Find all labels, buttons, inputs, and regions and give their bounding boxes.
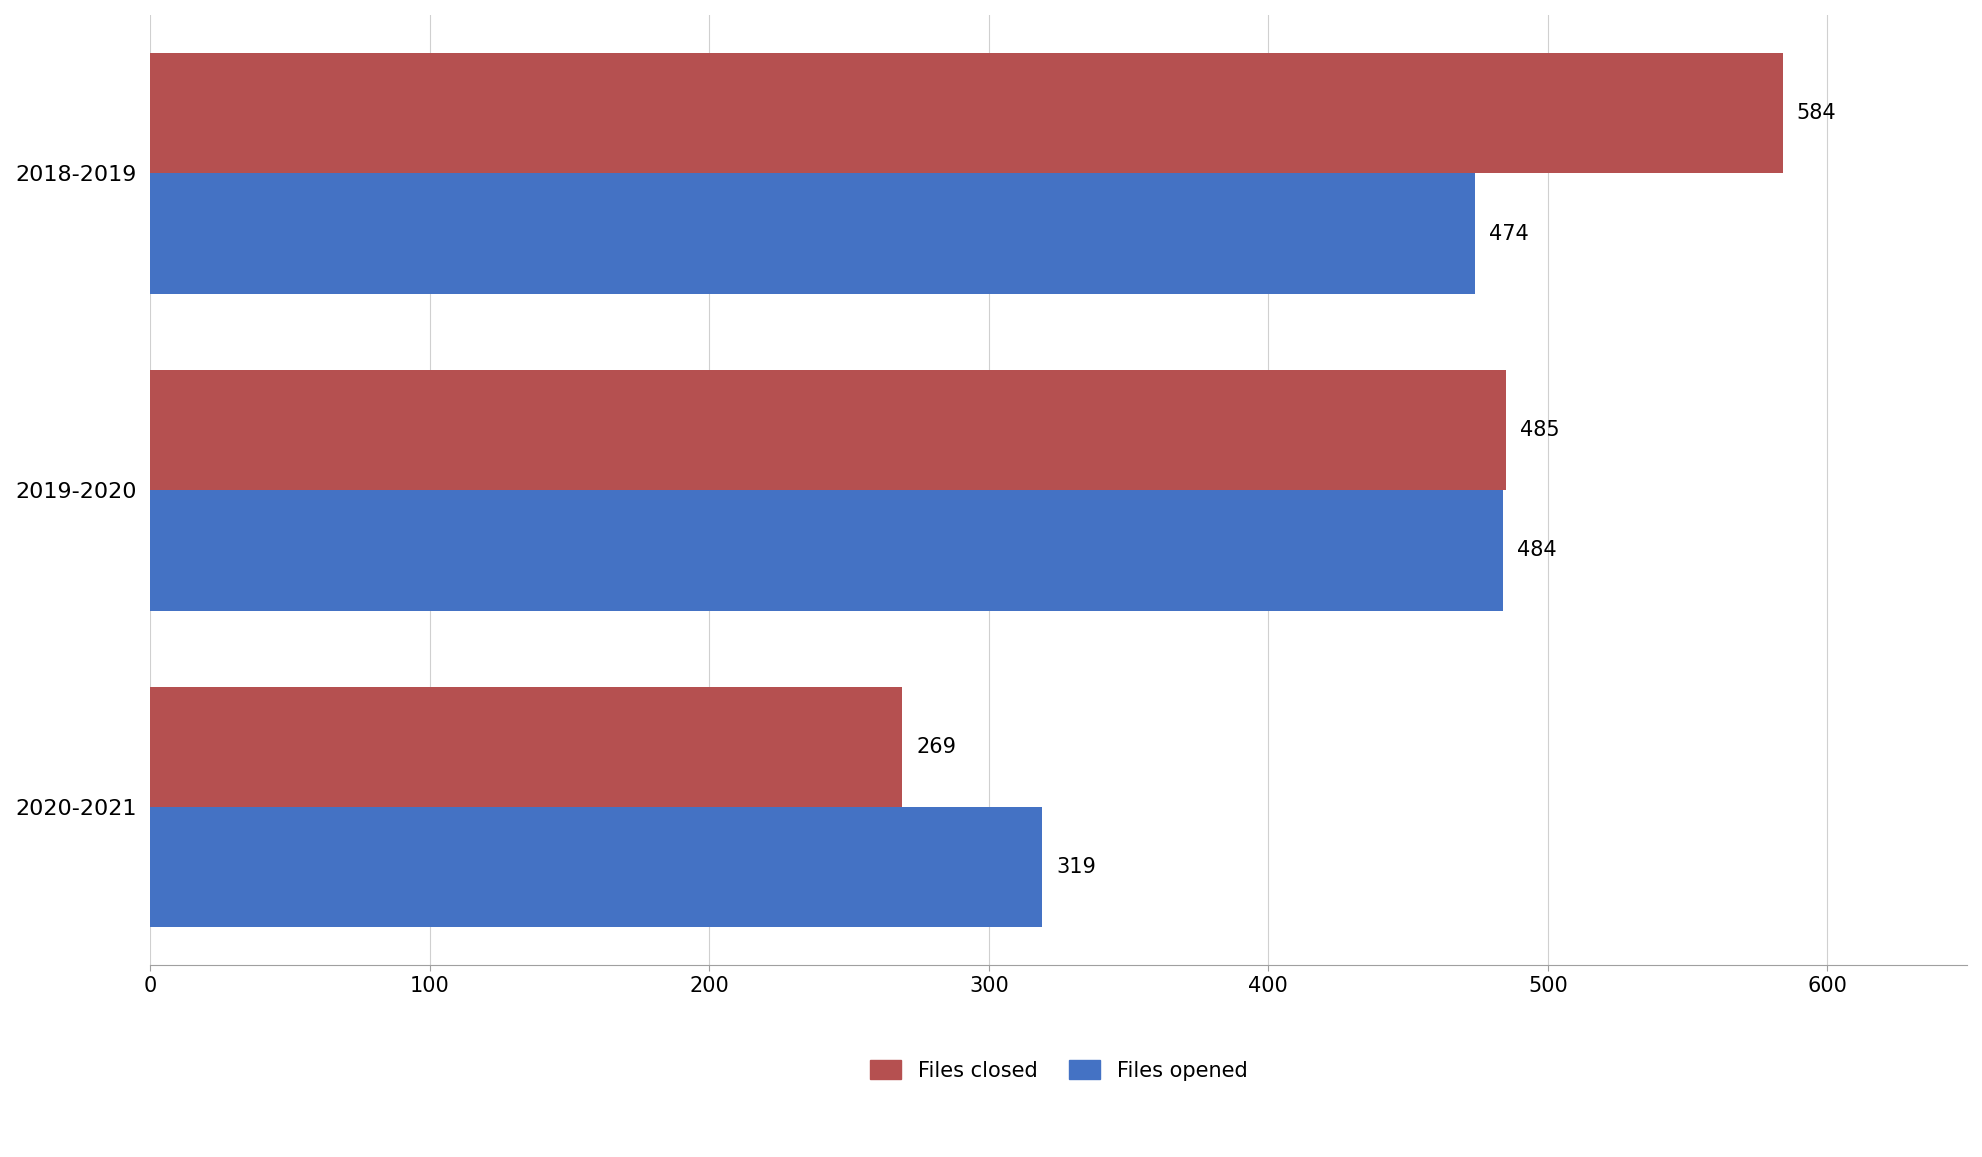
Text: 474: 474 <box>1488 223 1528 244</box>
Bar <box>151 686 902 806</box>
Text: 319: 319 <box>1056 857 1096 877</box>
Bar <box>151 491 1502 611</box>
Bar <box>151 370 1506 491</box>
Text: 485: 485 <box>1520 420 1560 440</box>
Text: 269: 269 <box>916 737 955 757</box>
Bar <box>151 806 1043 927</box>
Text: 484: 484 <box>1516 540 1556 560</box>
Bar <box>151 174 1475 294</box>
Legend: Files closed, Files opened: Files closed, Files opened <box>862 1052 1257 1089</box>
Bar <box>151 53 1782 174</box>
Text: 584: 584 <box>1796 103 1835 123</box>
